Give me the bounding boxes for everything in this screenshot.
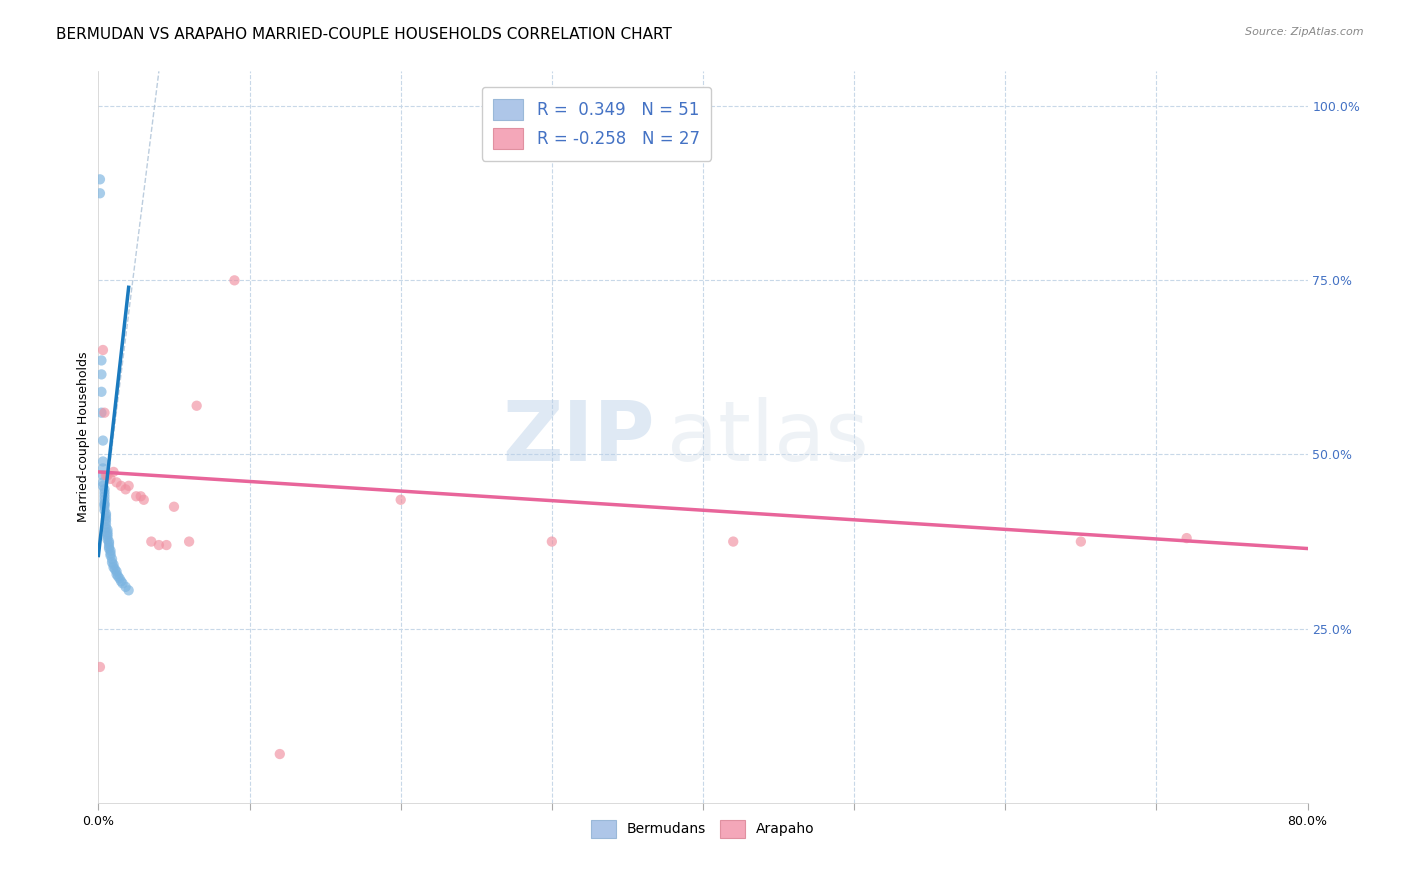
Point [96,523,118,537]
Point [389,492,412,507]
Point [96,468,118,483]
Point [93,489,115,503]
Point [89,172,111,186]
Point [93,492,115,507]
Y-axis label: Married-couple Households: Married-couple Households [77,351,90,523]
Point [98,541,121,556]
Point [90,406,112,420]
Point [1070,534,1092,549]
Point [91,434,114,448]
Point [148,538,170,552]
Text: ZIP: ZIP [502,397,655,477]
Point [103,558,125,572]
Point [103,560,125,574]
Point [93,406,115,420]
Point [110,574,132,589]
Point [94,511,117,525]
Point [91,468,114,483]
Point [91,343,114,357]
Point [179,534,201,549]
Point [1175,531,1198,545]
Point [91,454,114,468]
Point [125,489,148,503]
Point [105,565,128,579]
Point [114,483,136,497]
Point [118,583,141,598]
Point [90,353,112,368]
Point [91,479,114,493]
Point [100,549,122,563]
Text: atlas: atlas [666,397,869,477]
Point [111,576,134,591]
Point [100,543,122,558]
Point [100,546,122,560]
Point [118,479,141,493]
Text: Source: ZipAtlas.com: Source: ZipAtlas.com [1246,27,1364,37]
Point [96,533,118,547]
Legend: Bermudans, Arapaho: Bermudans, Arapaho [585,814,821,844]
Point [96,530,118,544]
Point [94,521,117,535]
Point [107,569,129,583]
Point [93,503,115,517]
Point [98,540,121,554]
Point [98,536,121,550]
Point [94,517,117,532]
Point [94,514,117,528]
Point [224,273,246,287]
Point [94,468,117,483]
Point [186,399,208,413]
Point [540,534,562,549]
Point [155,538,177,552]
Point [105,567,128,582]
Point [93,496,115,510]
Point [94,507,117,521]
Point [114,580,136,594]
Point [93,483,115,497]
Point [93,485,115,500]
Point [129,489,152,503]
Point [93,498,115,512]
Point [101,556,124,570]
Point [98,534,121,549]
Point [90,384,112,399]
Point [132,492,155,507]
Point [100,472,122,486]
Point [163,500,186,514]
Point [91,475,114,490]
Point [110,479,132,493]
Point [104,562,127,576]
Point [269,747,291,761]
Point [96,525,118,540]
Point [89,660,111,674]
Text: BERMUDAN VS ARAPAHO MARRIED-COUPLE HOUSEHOLDS CORRELATION CHART: BERMUDAN VS ARAPAHO MARRIED-COUPLE HOUSE… [56,27,672,42]
Point [103,465,125,479]
Point [89,186,111,201]
Point [108,572,131,586]
Point [101,552,124,566]
Point [723,534,745,549]
Point [94,508,117,523]
Point [93,500,115,514]
Point [96,527,118,541]
Point [105,475,128,490]
Point [141,534,163,549]
Point [90,368,112,382]
Point [91,461,114,475]
